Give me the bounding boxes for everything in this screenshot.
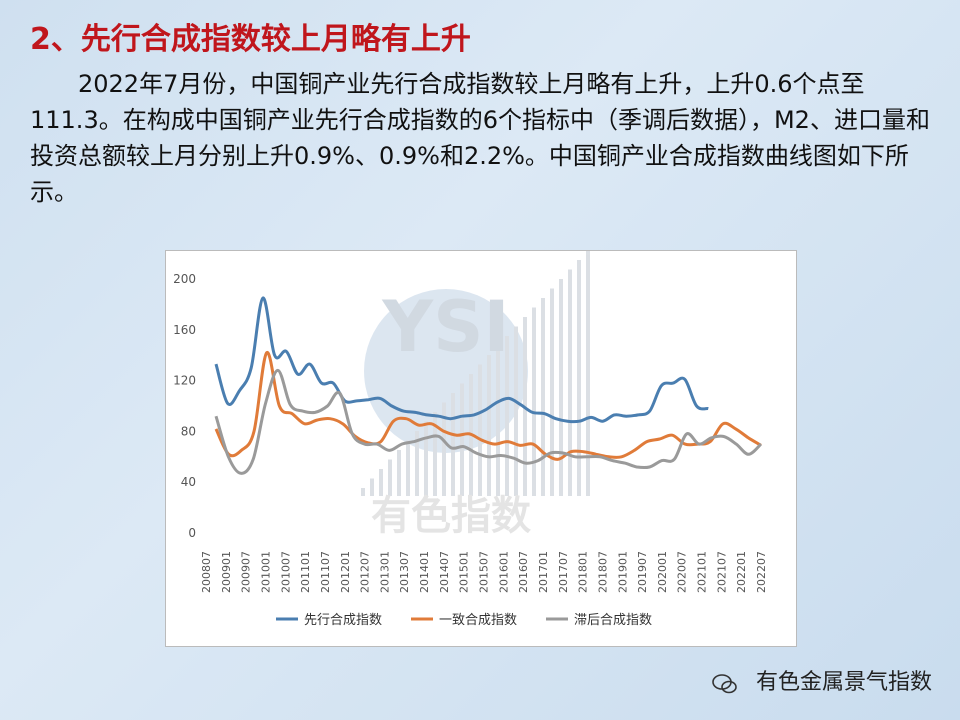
x-tick-label: 201701 [537, 551, 550, 593]
section-heading: 2、先行合成指数较上月略有上升 [30, 22, 471, 57]
composite-index-chart: YSI 有色指数 0 40 80 120 160 200 200807 200901 2009… [173, 250, 768, 628]
x-tick-label: 201901 [616, 551, 629, 593]
series-line-3 [214, 368, 763, 475]
watermark-bar [577, 260, 581, 496]
x-tick-label: 202101 [696, 551, 709, 593]
watermark-bar [568, 269, 572, 496]
watermark-bar [505, 336, 509, 496]
watermark-bar [379, 469, 383, 496]
x-tick-label: 200807 [200, 551, 213, 593]
y-axis: 0 40 80 120 160 200 [173, 272, 196, 540]
watermark-bar [406, 440, 410, 496]
account-name: 有色金属景气指数 [755, 670, 932, 695]
y-tick-label: 120 [173, 374, 196, 388]
watermark-bar [478, 364, 482, 496]
watermark-bar [559, 279, 563, 496]
watermark-bar [388, 459, 392, 496]
series-line-1 [214, 296, 709, 424]
watermark-bar [451, 393, 455, 496]
x-tick-label: 201101 [299, 551, 312, 593]
x-tick-label: 202001 [656, 551, 669, 593]
x-tick-label: 201907 [636, 551, 649, 593]
x-tick-label: 201407 [438, 551, 451, 593]
x-tick-label: 200907 [240, 551, 253, 593]
x-tick-label: 201707 [557, 551, 570, 593]
y-tick-label: 40 [181, 475, 196, 489]
legend-label: 滞后合成指数 [574, 613, 652, 628]
watermark-bar [496, 345, 500, 496]
watermark-bar [415, 431, 419, 496]
x-tick-label: 201601 [497, 551, 510, 593]
x-tick-label: 201201 [339, 551, 352, 593]
x-tick-label: 201007 [279, 551, 292, 593]
watermark-bar [370, 478, 374, 496]
x-tick-label: 201301 [378, 551, 391, 593]
x-tick-label: 201807 [596, 551, 609, 593]
y-tick-label: 0 [188, 526, 196, 540]
x-tick-label: 201501 [458, 551, 471, 593]
watermark-bar [541, 298, 545, 496]
x-tick-label: 201107 [319, 551, 332, 593]
x-tick-label: 202007 [676, 551, 689, 593]
x-tick-label: 201401 [418, 551, 431, 593]
watermark-bar [442, 402, 446, 496]
legend-label: 先行合成指数 [304, 613, 382, 628]
chart-lines [214, 296, 763, 475]
x-tick-label: 202201 [735, 551, 748, 593]
watermark-bar [532, 307, 536, 496]
watermark-bar [361, 488, 365, 496]
chart-logo-letters: YSI [381, 286, 509, 368]
x-tick-label: 201607 [517, 551, 530, 593]
watermark-bar [397, 450, 401, 496]
watermark-bar [550, 288, 554, 496]
legend-label: 一致合成指数 [439, 613, 517, 628]
chart-logo-watermark: YSI 有色指数 [361, 250, 590, 539]
x-tick-label: 201507 [478, 551, 491, 593]
y-tick-label: 160 [173, 323, 196, 337]
series-line-2 [214, 351, 762, 461]
x-axis: 200807 200901 200907 201001 201007 201101 2011… [200, 551, 768, 593]
x-tick-label: 201307 [398, 551, 411, 593]
watermark-bar [586, 250, 590, 496]
x-tick-label: 201207 [359, 551, 372, 593]
watermark-bar [487, 355, 491, 496]
wechat-icon [712, 674, 737, 694]
y-tick-label: 200 [173, 272, 196, 286]
y-tick-label: 80 [181, 424, 196, 438]
watermark-bar [460, 383, 464, 496]
chart-logo-text: 有色指数 [371, 493, 531, 539]
watermark-bar [514, 326, 518, 496]
x-tick-label: 201801 [577, 551, 590, 593]
chart-legend: 先行合成指数 一致合成指数 滞后合成指数 [276, 613, 652, 628]
watermark-bar [433, 412, 437, 496]
x-tick-label: 200901 [220, 551, 233, 593]
x-tick-label: 202107 [715, 551, 728, 593]
x-tick-label: 201001 [259, 551, 272, 593]
x-tick-label: 202207 [755, 551, 768, 593]
chart-panel: YSI 有色指数 0 40 80 120 160 200 200807 200901 2009… [165, 250, 797, 647]
watermark-bar [424, 421, 428, 496]
body-paragraph: 2022年7月份，中国铜产业先行合成指数较上月略有上升，上升0.6个点至111.… [30, 70, 930, 206]
